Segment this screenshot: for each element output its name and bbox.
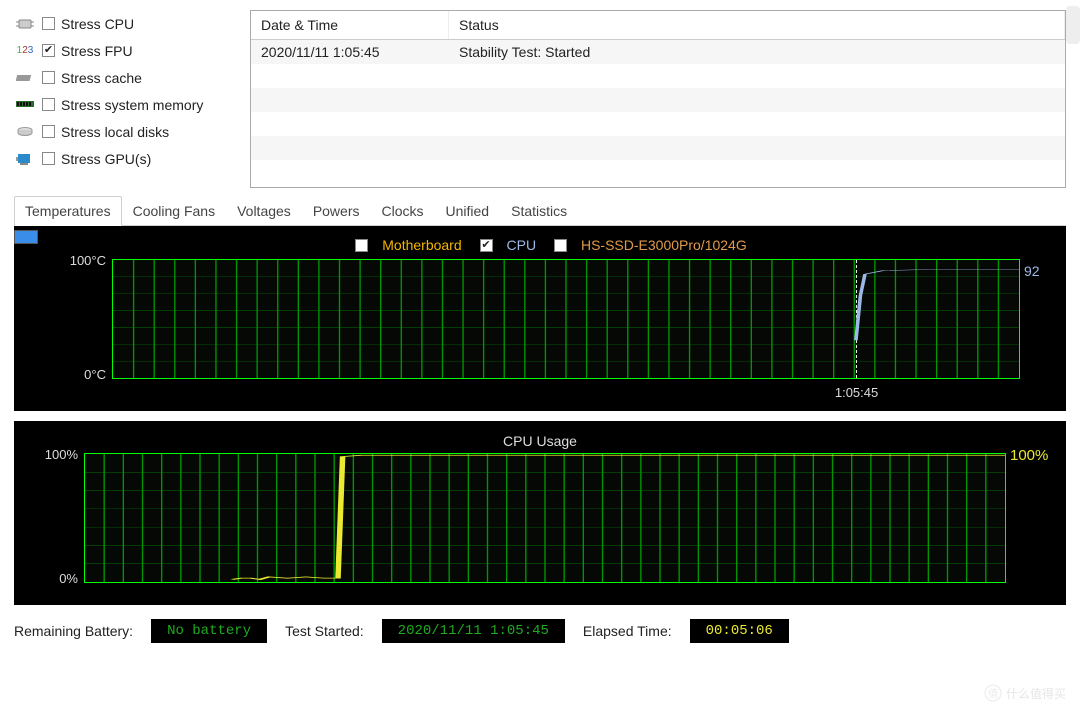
stress-disk-option[interactable]: Stress local disks: [14, 118, 246, 145]
elapsed-value: 00:05:06: [690, 619, 789, 643]
log-rows: 2020/11/11 1:05:45 Stability Test: Start…: [251, 40, 1065, 178]
checkbox[interactable]: [42, 71, 55, 84]
legend-ssd: HS-SSD-E3000Pro/1024G: [581, 237, 747, 253]
log-row: [251, 88, 1065, 112]
legend-motherboard: Motherboard: [382, 237, 461, 253]
checkbox-cpu[interactable]: [480, 239, 493, 252]
gpu-icon: [14, 150, 36, 168]
tab-temperatures[interactable]: Temperatures: [14, 196, 122, 226]
log-col-status[interactable]: Status: [449, 11, 1065, 39]
tab-voltages[interactable]: Voltages: [226, 196, 302, 225]
cpu-icon: [14, 15, 36, 33]
y-max: 100°C: [52, 253, 106, 268]
stress-label: Stress GPU(s): [61, 151, 151, 167]
stress-label: Stress cache: [61, 70, 142, 86]
watermark: 值 什么值得买: [984, 684, 1066, 702]
battery-value: No battery: [151, 619, 267, 643]
stress-label: Stress CPU: [61, 16, 134, 32]
temperature-chart: 100°C 0°C 92 1:05:45 1:05:45: [52, 259, 1056, 379]
log-table: Date & Time Status 2020/11/11 1:05:45 St…: [250, 10, 1066, 188]
tab-powers[interactable]: Powers: [302, 196, 371, 225]
checkbox-ssd[interactable]: [554, 239, 567, 252]
log-row[interactable]: 2020/11/11 1:05:45 Stability Test: Start…: [251, 40, 1065, 64]
ram-icon: [14, 96, 36, 114]
stress-label: Stress system memory: [61, 97, 203, 113]
cpu-usage-value: 100%: [1010, 447, 1056, 464]
y-max: 100%: [24, 447, 78, 462]
log-cell-time: 2020/11/11 1:05:45: [251, 40, 449, 64]
cache-icon: [14, 69, 36, 87]
checkbox-motherboard[interactable]: [355, 239, 368, 252]
cpu-usage-title: CPU Usage: [24, 429, 1056, 453]
log-row: [251, 64, 1065, 88]
tab-clocks[interactable]: Clocks: [371, 196, 435, 225]
checkbox[interactable]: [42, 98, 55, 111]
elapsed-label: Elapsed Time:: [583, 623, 672, 639]
tabs: Temperatures Cooling Fans Voltages Power…: [14, 196, 1066, 226]
x-tick-label: 1:05:45: [835, 385, 878, 400]
log-col-time[interactable]: Date & Time: [251, 11, 449, 39]
log-row: [251, 136, 1065, 160]
started-value: 2020/11/11 1:05:45: [382, 619, 565, 643]
cpu-usage-chart: 100% 0% 100%: [24, 453, 1056, 583]
stress-memory-option[interactable]: Stress system memory: [14, 91, 246, 118]
status-bar: Remaining Battery: No battery Test Start…: [14, 619, 1066, 643]
sensor-legend: Motherboard CPU HS-SSD-E3000Pro/1024G: [52, 234, 1056, 259]
checkbox[interactable]: [42, 17, 55, 30]
y-min: 0°C: [52, 367, 106, 382]
stress-options: Stress CPU 123 Stress FPU Stress cache S…: [14, 10, 246, 172]
tab-statistics[interactable]: Statistics: [500, 196, 578, 225]
tab-cooling-fans[interactable]: Cooling Fans: [122, 196, 227, 225]
fpu-icon: 123: [14, 42, 36, 60]
checkbox[interactable]: [42, 152, 55, 165]
scrollbar[interactable]: [1066, 6, 1080, 44]
battery-label: Remaining Battery:: [14, 623, 133, 639]
sensor-selector[interactable]: [14, 226, 42, 411]
log-cell-status: Stability Test: Started: [449, 40, 1065, 64]
y-min: 0%: [24, 571, 78, 586]
checkbox[interactable]: [42, 44, 55, 57]
tab-unified[interactable]: Unified: [435, 196, 501, 225]
log-header: Date & Time Status: [251, 11, 1065, 40]
checkbox[interactable]: [42, 125, 55, 138]
cpu-temp-value: 92: [1024, 263, 1056, 279]
stress-gpu-option[interactable]: Stress GPU(s): [14, 145, 246, 172]
stress-fpu-option[interactable]: 123 Stress FPU: [14, 37, 246, 64]
stress-label: Stress FPU: [61, 43, 133, 59]
stress-cpu-option[interactable]: Stress CPU: [14, 10, 246, 37]
sensor-color-swatch[interactable]: [14, 230, 38, 244]
legend-cpu: CPU: [507, 237, 537, 253]
stress-label: Stress local disks: [61, 124, 169, 140]
disk-icon: [14, 123, 36, 141]
stress-cache-option[interactable]: Stress cache: [14, 64, 246, 91]
svg-text:值: 值: [988, 687, 998, 700]
started-label: Test Started:: [285, 623, 364, 639]
log-row: [251, 112, 1065, 136]
